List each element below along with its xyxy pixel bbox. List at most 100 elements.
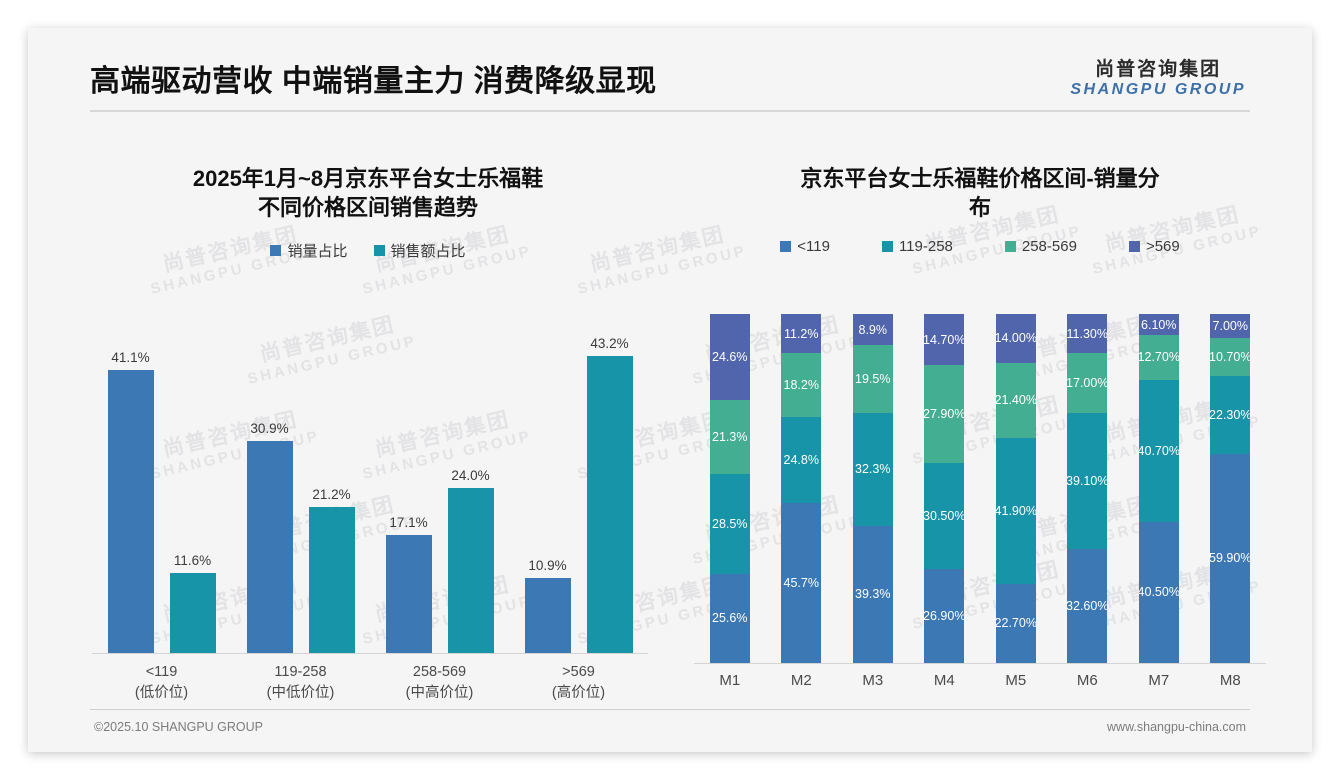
bar-rect[interactable] <box>385 535 432 653</box>
bar-rect[interactable] <box>246 440 293 653</box>
legend-label: 258-569 <box>1021 238 1077 256</box>
stack-segment[interactable]: 26.90% <box>924 569 965 663</box>
bar-rect[interactable] <box>586 356 633 653</box>
x-tick-label: <119 (低价位) <box>92 662 231 704</box>
bar-item[interactable]: 10.9% <box>524 558 571 653</box>
stack-segment[interactable]: 10.70% <box>1210 338 1251 376</box>
stacked-bar[interactable]: 6.10% 12.70% 40.70% 40.50% <box>1138 314 1179 663</box>
x-tick-label: M7 <box>1148 672 1170 689</box>
stack-segment[interactable]: 28.5% <box>709 474 750 574</box>
stack-segment[interactable]: 14.70% <box>924 314 965 366</box>
stacked-bar[interactable]: 11.2% 18.2% 24.8% 45.7% <box>781 314 822 663</box>
x-tick-range: <119 <box>145 664 178 680</box>
plot-area-left: 41.1% 11.6% 30.9% 21.2% 17.1% 24.0% 10.9% 43.2% <box>92 324 648 654</box>
bar-rect[interactable] <box>308 507 355 653</box>
bar-value-label: 30.9% <box>250 420 289 436</box>
stack-segment[interactable]: 21.40% <box>995 362 1036 438</box>
stacked-bar-column: 24.6% 21.3% 28.5% 25.6% <box>694 314 766 664</box>
x-tick-range: 119-258 <box>274 664 327 680</box>
stack-segment[interactable]: 18.2% <box>781 353 822 417</box>
bar-group: 41.1% 11.6% <box>92 324 231 653</box>
stack-segment[interactable]: 8.9% <box>852 314 893 346</box>
bar-item[interactable]: 11.6% <box>169 553 216 653</box>
legend-swatch-icon <box>780 241 792 253</box>
x-tick-range: >569 <box>562 664 595 680</box>
stack-segment[interactable]: 40.70% <box>1138 379 1179 522</box>
stack-segment[interactable]: 45.7% <box>781 503 822 663</box>
stack-segment[interactable]: 11.30% <box>1067 314 1108 354</box>
brand-logo-en: SHANGPU GROUP <box>1070 80 1246 98</box>
chart-title-right: 京东平台女士乐福鞋价格区间-销量分 布 <box>745 128 1215 222</box>
legend-right-item-0[interactable]: <119 <box>780 238 830 255</box>
bar-item[interactable]: 24.0% <box>447 468 494 653</box>
legend-label: 销量占比 <box>287 243 348 261</box>
stacked-bar[interactable]: 14.70% 27.90% 30.50% 26.90% <box>924 314 965 663</box>
stack-segment[interactable]: 11.2% <box>781 314 822 354</box>
legend-left-item-0[interactable]: 销量占比 <box>270 240 348 261</box>
stack-segment[interactable]: 59.90% <box>1210 453 1251 663</box>
stack-segment[interactable]: 39.3% <box>852 525 893 663</box>
bar-value-label: 10.9% <box>528 558 567 574</box>
bar-item[interactable]: 21.2% <box>308 487 355 653</box>
footer-divider <box>90 709 1250 710</box>
x-axis-line-left <box>92 653 648 654</box>
footer-website[interactable]: www.shangpu-china.com <box>1107 720 1246 734</box>
legend-swatch-icon <box>1128 241 1140 253</box>
x-tick-sublabel: (中低价位) <box>266 685 335 702</box>
stack-segment[interactable]: 21.3% <box>709 399 750 475</box>
stacked-bar[interactable]: 14.00% 21.40% 41.90% 22.70% <box>995 314 1036 663</box>
stack-segment[interactable]: 22.30% <box>1210 375 1251 454</box>
stack-segment[interactable]: 25.6% <box>709 573 750 664</box>
bar-rect[interactable] <box>169 573 216 653</box>
stacked-bar[interactable]: 24.6% 21.3% 28.5% 25.6% <box>709 314 750 664</box>
x-axis-line-right <box>694 663 1266 664</box>
bar-value-label: 24.0% <box>451 468 490 483</box>
stack-segment[interactable]: 27.90% <box>924 365 965 463</box>
stack-segment[interactable]: 32.60% <box>1067 549 1108 663</box>
legend-right-item-3[interactable]: >569 <box>1128 238 1180 255</box>
x-tick-label: M5 <box>1005 672 1027 689</box>
bar-rect[interactable] <box>524 578 571 653</box>
stack-segment[interactable]: 30.50% <box>924 462 965 570</box>
stack-segment[interactable]: 6.10% <box>1138 314 1179 336</box>
stack-segment[interactable]: 24.8% <box>781 416 822 504</box>
legend-left-item-1[interactable]: 销售额占比 <box>373 240 466 261</box>
plot-area-right: 24.6% 21.3% 28.5% 25.6% 11.2% 18.2% 24.8% 45.7%… <box>694 314 1266 664</box>
footer-copyright: ©2025.10 SHANGPU GROUP <box>94 720 263 734</box>
bar-item[interactable]: 30.9% <box>246 420 293 653</box>
stack-segment[interactable]: 40.50% <box>1138 521 1179 663</box>
stack-segment[interactable]: 39.10% <box>1067 412 1108 550</box>
page-title: 高端驱动营收 中端销量主力 消费降级显现 <box>90 65 657 98</box>
stacked-bar[interactable]: 11.30% 17.00% 39.10% 32.60% <box>1067 314 1108 663</box>
legend-right-item-1[interactable]: 119-258 <box>881 238 953 255</box>
stacked-bar-column: 8.9% 19.5% 32.3% 39.3% <box>837 314 909 663</box>
bar-item[interactable]: 17.1% <box>385 515 432 653</box>
stack-segment[interactable]: 12.70% <box>1138 335 1179 380</box>
bar-rect[interactable] <box>107 370 154 653</box>
stacked-bar[interactable]: 8.9% 19.5% 32.3% 39.3% <box>852 314 893 663</box>
slide-header: 高端驱动营收 中端销量主力 消费降级显现 尚普咨询集团 SHANGPU GROU… <box>28 28 1312 118</box>
chart-title-left: 2025年1月~8月京东平台女士乐福鞋 不同价格区间销售趋势 <box>118 128 618 222</box>
bar-rect[interactable] <box>447 488 494 653</box>
legend-label: 销售额占比 <box>390 243 466 261</box>
bar-item[interactable]: 43.2% <box>586 336 633 653</box>
x-tick-label: M4 <box>933 672 955 689</box>
stack-segment[interactable]: 22.70% <box>995 583 1036 663</box>
legend-right-item-2[interactable]: 258-569 <box>1004 238 1077 256</box>
slide-canvas: 高端驱动营收 中端销量主力 消费降级显现 尚普咨询集团 SHANGPU GROU… <box>28 28 1312 752</box>
stack-segment[interactable]: 41.90% <box>995 437 1036 584</box>
stack-segment[interactable]: 32.3% <box>852 413 893 526</box>
stack-segment[interactable]: 19.5% <box>852 345 893 414</box>
chart-title-left-line2: 不同价格区间销售趋势 <box>257 195 478 221</box>
x-axis-labels-right: M1 M2 M3 M4 M5 M6 M7 M8 <box>694 672 1266 689</box>
stack-segment[interactable]: 17.00% <box>1067 353 1108 413</box>
bar-item[interactable]: 41.1% <box>107 350 154 653</box>
stack-segment[interactable]: 7.00% <box>1210 314 1251 339</box>
x-tick-label: 258-569 (中高价位) <box>370 662 509 704</box>
stacked-bar-column: 14.00% 21.40% 41.90% 22.70% <box>980 314 1052 663</box>
stacked-bar[interactable]: 7.00% 10.70% 22.30% 59.90% <box>1210 314 1251 663</box>
stack-segment[interactable]: 14.00% <box>995 314 1036 363</box>
stack-segment[interactable]: 24.6% <box>709 314 750 400</box>
bar-value-label: 21.2% <box>312 487 351 503</box>
chart-panel-volume-distribution: 京东平台女士乐福鞋价格区间-销量分 布 <119 119-258 258-569 >5… <box>680 128 1280 708</box>
